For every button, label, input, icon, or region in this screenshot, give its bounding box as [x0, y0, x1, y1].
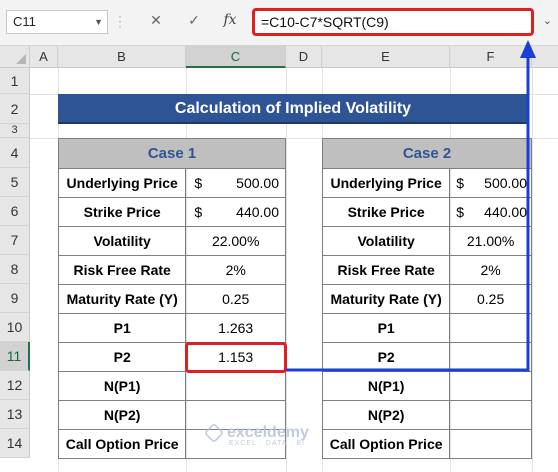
case2-strike-cell[interactable]: $440.00 — [449, 197, 532, 227]
row-header-4[interactable]: 4 — [0, 138, 30, 168]
name-box-value: C11 — [13, 14, 36, 29]
case2-np2-value[interactable] — [449, 400, 532, 430]
case2-underlying-value: 500.00 — [484, 175, 527, 191]
case1-underlying-label[interactable]: Underlying Price — [57, 168, 187, 198]
drag-handle-icon[interactable]: · · · — [118, 9, 122, 33]
row-header-1[interactable]: 1 — [0, 68, 30, 94]
row-header-13[interactable]: 13 — [0, 400, 30, 429]
column-header-b[interactable]: B — [58, 46, 186, 68]
row-header-14[interactable]: 14 — [0, 429, 30, 458]
watermark-tagline: EXCEL · DATA · BI — [229, 440, 305, 448]
currency-symbol: $ — [456, 204, 465, 220]
row-header-6[interactable]: 6 — [0, 197, 30, 226]
row-header-5[interactable]: 5 — [0, 168, 30, 197]
case1-header: Case 1 — [58, 138, 286, 169]
case2-np2-label[interactable]: N(P2) — [321, 400, 451, 430]
cancel-icon[interactable]: ✕ — [150, 12, 162, 28]
case1-table: Case 1 Underlying Price $500.00 Strike P… — [57, 138, 287, 459]
case1-np1-label[interactable]: N(P1) — [57, 371, 187, 401]
row-header-7[interactable]: 7 — [0, 226, 30, 255]
expand-formula-icon[interactable]: ⌄ — [542, 15, 552, 27]
name-box[interactable]: C11 ▼ — [6, 10, 108, 34]
select-all-corner[interactable] — [0, 46, 30, 68]
case2-maturity-label[interactable]: Maturity Rate (Y) — [321, 284, 451, 314]
page-title: Calculation of Implied Volatility — [58, 94, 528, 124]
case1-strike-label[interactable]: Strike Price — [57, 197, 187, 227]
column-header-e[interactable]: E — [322, 46, 450, 68]
case2-underlying-cell[interactable]: $500.00 — [449, 168, 532, 198]
case2-volatility-value[interactable]: 21.00% — [449, 226, 532, 256]
case2-call-value[interactable] — [449, 429, 532, 459]
arrow-head-icon — [520, 40, 536, 58]
case2-table: Case 2 Underlying Price $500.00 Strike P… — [321, 138, 532, 459]
enter-icon[interactable]: ✓ — [188, 12, 200, 28]
case1-maturity-label[interactable]: Maturity Rate (Y) — [57, 284, 187, 314]
case2-call-label[interactable]: Call Option Price — [321, 429, 451, 459]
case2-header: Case 2 — [322, 138, 532, 169]
currency-symbol: $ — [194, 204, 203, 220]
case1-underlying-value: 500.00 — [236, 175, 279, 191]
case1-volatility-value[interactable]: 22.00% — [185, 226, 286, 256]
case1-call-value[interactable] — [185, 429, 286, 459]
case2-underlying-label[interactable]: Underlying Price — [321, 168, 451, 198]
case2-maturity-value[interactable]: 0.25 — [449, 284, 532, 314]
brand-logo-icon — [203, 422, 225, 444]
row-header-9[interactable]: 9 — [0, 284, 30, 313]
row-header-11[interactable]: 11 — [0, 342, 30, 371]
case1-np2-value[interactable] — [185, 400, 286, 430]
case1-strike-value: 440.00 — [236, 204, 279, 220]
formula-input[interactable]: =C10-C7*SQRT(C9) — [252, 8, 534, 36]
row-header-12[interactable]: 12 — [0, 371, 30, 400]
row-header-10[interactable]: 10 — [0, 313, 30, 342]
watermark-logo: exceldemy EXCEL · DATA · BI — [203, 422, 309, 448]
gridline — [532, 68, 533, 472]
case1-volatility-label[interactable]: Volatility — [57, 226, 187, 256]
case2-p1-label[interactable]: P1 — [321, 313, 451, 343]
case1-strike-cell[interactable]: $440.00 — [185, 197, 286, 227]
watermark-brand: exceldemy — [227, 424, 309, 442]
case1-p2-label[interactable]: P2 — [57, 342, 187, 372]
arrow-line — [286, 54, 530, 372]
case1-risk-free-label[interactable]: Risk Free Rate — [57, 255, 187, 285]
currency-symbol: $ — [194, 175, 203, 191]
formula-text: =C10-C7*SQRT(C9) — [261, 14, 389, 30]
case1-call-label[interactable]: Call Option Price — [57, 429, 187, 459]
currency-symbol: $ — [456, 175, 465, 191]
case2-risk-free-label[interactable]: Risk Free Rate — [321, 255, 451, 285]
row-header-2[interactable]: 2 — [0, 94, 30, 124]
formula-bar: C11 ▼ · · · ✕ ✓ fx =C10-C7*SQRT(C9) ⌄ — [0, 0, 558, 46]
row-header-8[interactable]: 8 — [0, 255, 30, 284]
row-header-3[interactable]: 3 — [0, 124, 30, 138]
case1-p2-value-selected-cell[interactable]: 1.153 — [184, 341, 287, 373]
column-header-c[interactable]: C — [186, 46, 286, 68]
select-all-icon — [16, 54, 26, 64]
case2-risk-free-value[interactable]: 2% — [449, 255, 532, 285]
case2-volatility-label[interactable]: Volatility — [321, 226, 451, 256]
case2-np1-value[interactable] — [449, 371, 532, 401]
insert-function-icon[interactable]: fx — [223, 12, 237, 28]
column-header-bar: A B C D E F — [0, 46, 558, 68]
case2-p2-label[interactable]: P2 — [321, 342, 451, 372]
column-header-d[interactable]: D — [286, 46, 322, 68]
chevron-down-icon[interactable]: ▼ — [94, 17, 103, 27]
case1-np2-label[interactable]: N(P2) — [57, 400, 187, 430]
gridline — [30, 138, 558, 139]
column-header-a[interactable]: A — [30, 46, 58, 68]
case2-strike-value: 440.00 — [484, 204, 527, 220]
gridline — [286, 68, 287, 472]
